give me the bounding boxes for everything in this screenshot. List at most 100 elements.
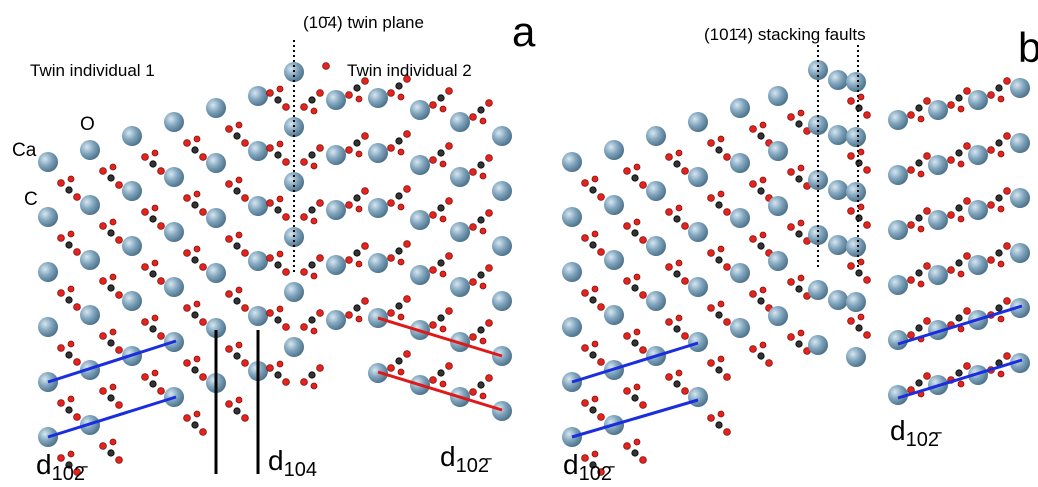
calcium: [450, 167, 470, 187]
oxygen: [1004, 78, 1011, 85]
calcium: [38, 262, 58, 282]
oxygen: [58, 180, 65, 187]
carbon: [956, 150, 962, 156]
oxygen: [908, 332, 915, 339]
oxygen: [676, 315, 682, 321]
oxygen: [68, 231, 74, 237]
carbon: [674, 271, 680, 277]
calcium: [846, 292, 866, 312]
carbon: [916, 215, 922, 221]
carbon: [438, 260, 444, 266]
calcium: [450, 277, 470, 297]
oxygen: [200, 374, 207, 381]
oxygen: [388, 145, 395, 152]
oxygen: [317, 365, 324, 372]
calcium: [604, 195, 624, 215]
oxygen: [964, 363, 971, 370]
oxygen: [480, 393, 486, 399]
oxygen: [267, 255, 274, 262]
oxygen: [440, 161, 446, 167]
carbon: [309, 152, 315, 158]
carbon: [66, 352, 72, 358]
oxygen: [311, 328, 317, 334]
carbon: [716, 202, 722, 208]
calcium: [968, 145, 988, 165]
oxygen: [666, 209, 673, 216]
oxygen: [277, 306, 283, 312]
carbon: [856, 325, 862, 331]
oxygen: [184, 415, 191, 422]
oxygen: [236, 122, 242, 128]
spacing-label: d102̄: [563, 449, 615, 485]
oxygen: [486, 210, 493, 217]
oxygen: [1004, 298, 1011, 305]
symbol: d: [563, 449, 579, 480]
carbon: [192, 312, 198, 318]
calcium: [248, 86, 268, 106]
oxygen: [283, 214, 290, 221]
oxygen: [988, 202, 995, 209]
spacing-line: [48, 397, 176, 437]
calcium: [492, 126, 512, 146]
carbon: [150, 381, 156, 387]
oxygen: [142, 319, 149, 326]
oxygen: [666, 154, 673, 161]
index: 102̄: [906, 429, 942, 451]
oxygen: [676, 370, 682, 376]
oxygen: [226, 291, 233, 298]
oxygen: [1004, 353, 1011, 360]
carbon: [354, 85, 360, 91]
oxygen: [446, 143, 453, 150]
calcium: [730, 263, 750, 283]
calcium: [928, 100, 948, 120]
oxygen: [470, 389, 477, 396]
oxygen: [356, 206, 362, 212]
calcium: [604, 305, 624, 325]
carbon: [108, 285, 114, 291]
oxygen: [116, 347, 123, 354]
oxygen: [346, 147, 353, 154]
oxygen: [446, 198, 453, 205]
oxygen: [74, 414, 81, 421]
oxygen: [964, 88, 971, 95]
oxygen: [958, 271, 964, 277]
oxygen: [924, 318, 931, 325]
oxygen: [158, 333, 165, 340]
calcium: [562, 207, 582, 227]
calcium: [604, 250, 624, 270]
calcium: [888, 275, 908, 295]
oxygen: [362, 243, 369, 250]
oxygen: [346, 257, 353, 264]
calcium: [492, 291, 512, 311]
calcium: [768, 306, 788, 326]
calcium: [562, 152, 582, 172]
carbon: [108, 450, 114, 456]
carbon: [674, 381, 680, 387]
oxygen: [388, 200, 395, 207]
oxygen: [760, 287, 766, 293]
oxygen: [724, 209, 731, 216]
oxygen: [848, 208, 855, 215]
oxygen: [718, 191, 724, 197]
oxygen: [998, 316, 1004, 322]
oxygen: [724, 319, 731, 326]
oxygen: [624, 333, 631, 340]
calcium: [410, 100, 430, 120]
oxygen: [924, 373, 931, 380]
carbon: [66, 297, 72, 303]
oxygen: [486, 100, 493, 107]
calcium: [688, 277, 708, 297]
calcium: [248, 251, 268, 271]
oxygen: [242, 415, 249, 422]
oxygen: [100, 278, 107, 285]
carbon: [234, 353, 240, 359]
oxygen: [848, 153, 855, 160]
calcium: [410, 155, 430, 175]
carbon: [674, 161, 680, 167]
carbon: [396, 248, 402, 254]
carbon: [796, 231, 802, 237]
carbon: [108, 340, 114, 346]
carbon: [396, 193, 402, 199]
oxygen: [68, 286, 74, 292]
calcium: [768, 141, 788, 161]
